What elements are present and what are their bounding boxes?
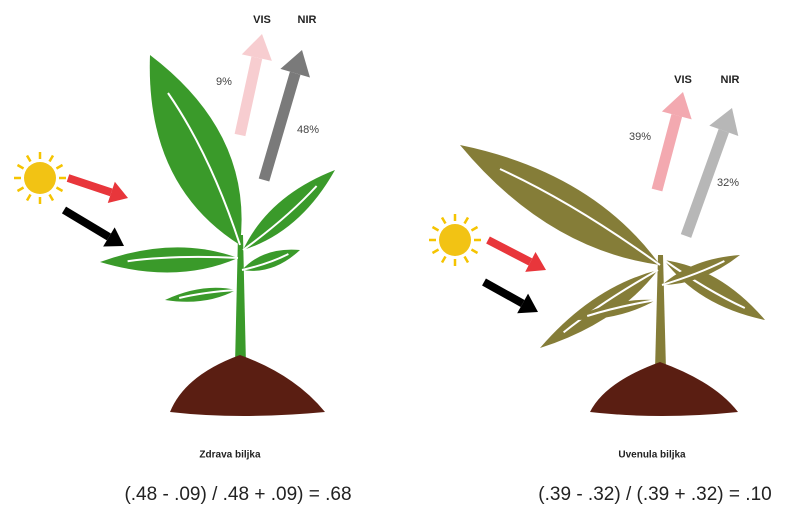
leaf-vein [499, 168, 661, 266]
caption: Uvenula biljka [618, 450, 686, 461]
sun-ray [431, 225, 440, 232]
leaf-vein [663, 259, 746, 309]
leaf [243, 170, 335, 250]
sun-ray [25, 193, 32, 202]
soil [170, 355, 325, 416]
leaf-vein [586, 299, 657, 317]
vis-percent: 9% [216, 76, 232, 88]
arrow-shaft [66, 174, 113, 197]
arrow-head [103, 227, 124, 247]
panel-healthy [14, 34, 335, 416]
arrow-head [709, 108, 739, 136]
sun-ray [431, 248, 440, 255]
arrow-head [280, 50, 310, 78]
nir-percent: 32% [717, 177, 739, 189]
vis-label: VIS [674, 74, 692, 86]
leaf [149, 55, 242, 245]
leaf-vein [661, 260, 725, 286]
sun [24, 162, 56, 194]
leaf-vein [167, 92, 241, 246]
arrow-head [525, 251, 546, 272]
nir-percent: 48% [297, 124, 319, 136]
arrow-head [661, 92, 692, 120]
vis-label: VIS [253, 14, 271, 26]
sun-ray [16, 186, 25, 193]
arrow-shaft [234, 56, 263, 137]
sun-ray [440, 255, 447, 264]
leaf-vein [562, 269, 659, 334]
leaf-vein [178, 289, 237, 299]
formula: (.48 - .09) / .48 + .09) = .68 [124, 484, 351, 505]
arrow-shaft [486, 236, 533, 266]
arrow-shaft [482, 278, 525, 307]
nir-label: NIR [298, 14, 317, 26]
sun-ray [463, 255, 470, 264]
sun-ray [470, 248, 479, 255]
leaf [460, 145, 660, 265]
sun-ray [55, 163, 64, 170]
sun-ray [470, 225, 479, 232]
leaf-vein [127, 255, 239, 263]
nir-label: NIR [721, 74, 740, 86]
sun-ray [25, 154, 32, 163]
leaf-vein [241, 253, 289, 271]
sun-ray [48, 154, 55, 163]
stem [235, 235, 246, 365]
arrow-head [107, 181, 128, 204]
arrow-shaft [61, 206, 111, 241]
sun-ray [48, 193, 55, 202]
arrow-head [241, 34, 272, 61]
panel-wilted [429, 92, 765, 416]
sun-ray [16, 163, 25, 170]
soil [590, 362, 738, 416]
sun-ray [55, 186, 64, 193]
arrow-shaft [651, 113, 683, 192]
arrow-shaft [258, 71, 301, 182]
leaf-vein [242, 185, 318, 251]
arrow-shaft [680, 128, 729, 238]
stem [655, 255, 666, 370]
sun-ray [440, 216, 447, 225]
caption: Zdrava biljka [199, 450, 261, 461]
sun [439, 224, 471, 256]
arrow-head [517, 293, 538, 314]
vis-percent: 39% [629, 131, 651, 143]
leaf [100, 247, 238, 273]
formula: (.39 - .32) / (.39 + .32) = .10 [538, 484, 771, 505]
sun-ray [463, 216, 470, 225]
